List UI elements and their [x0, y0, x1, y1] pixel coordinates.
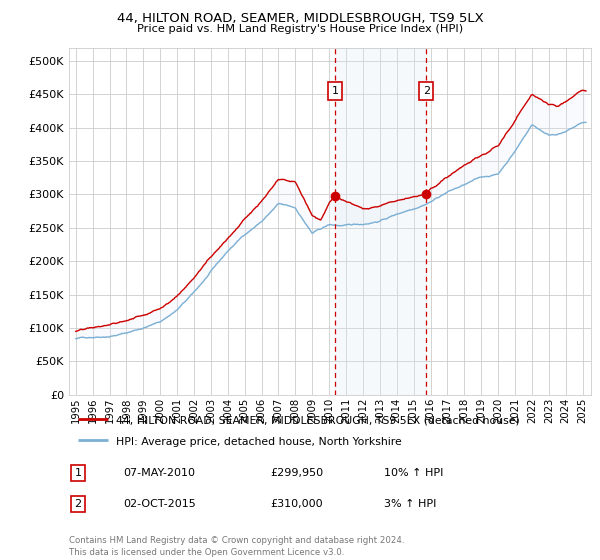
Text: 44, HILTON ROAD, SEAMER, MIDDLESBROUGH, TS9 5LX (detached house): 44, HILTON ROAD, SEAMER, MIDDLESBROUGH, … — [116, 416, 520, 426]
Text: £310,000: £310,000 — [270, 499, 323, 509]
Text: 1: 1 — [74, 468, 82, 478]
Text: 02-OCT-2015: 02-OCT-2015 — [123, 499, 196, 509]
Text: Contains HM Land Registry data © Crown copyright and database right 2024.
This d: Contains HM Land Registry data © Crown c… — [69, 536, 404, 557]
Text: 3% ↑ HPI: 3% ↑ HPI — [384, 499, 436, 509]
Text: 2: 2 — [74, 499, 82, 509]
Text: HPI: Average price, detached house, North Yorkshire: HPI: Average price, detached house, Nort… — [116, 437, 402, 446]
Text: Price paid vs. HM Land Registry's House Price Index (HPI): Price paid vs. HM Land Registry's House … — [137, 24, 463, 34]
Text: 1: 1 — [332, 86, 338, 96]
Text: 2: 2 — [423, 86, 430, 96]
Text: 44, HILTON ROAD, SEAMER, MIDDLESBROUGH, TS9 5LX: 44, HILTON ROAD, SEAMER, MIDDLESBROUGH, … — [116, 12, 484, 25]
Bar — [335, 48, 426, 395]
Text: 07-MAY-2010: 07-MAY-2010 — [123, 468, 195, 478]
Text: £299,950: £299,950 — [270, 468, 323, 478]
Text: 10% ↑ HPI: 10% ↑ HPI — [384, 468, 443, 478]
